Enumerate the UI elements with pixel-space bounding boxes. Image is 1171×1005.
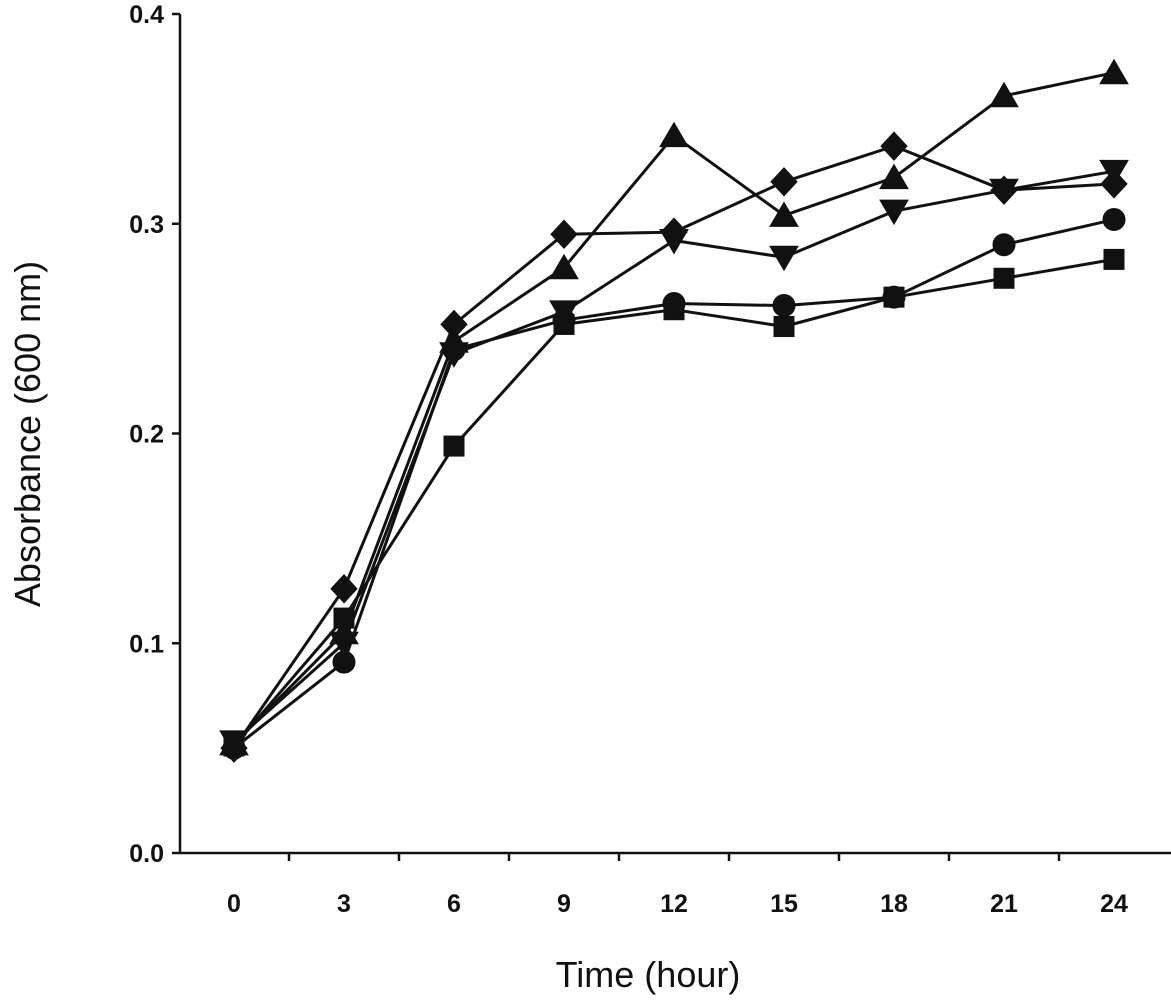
- data-point-triangle-down: [439, 342, 469, 368]
- x-tick-label: 9: [557, 890, 571, 918]
- x-tick-label: 6: [447, 890, 461, 918]
- data-point-diamond: [990, 175, 1018, 205]
- y-tick-label: 0.1: [129, 630, 164, 658]
- series-circle: [222, 208, 1126, 760]
- series-line-square: [232, 257, 1115, 747]
- data-point-square: [1103, 248, 1125, 270]
- data-point-triangle-down: [879, 199, 909, 226]
- x-tick-label: 12: [660, 890, 688, 918]
- data-point-diamond: [1100, 169, 1128, 199]
- y-tick-label: 0.3: [129, 211, 164, 239]
- data-point-circle: [992, 233, 1016, 257]
- series-diamond: [220, 131, 1128, 763]
- data-point-circle: [882, 285, 906, 309]
- data-point-square: [993, 267, 1015, 289]
- data-point-diamond: [660, 217, 688, 247]
- data-point-square: [443, 435, 465, 457]
- data-point-diamond: [440, 309, 468, 340]
- series-triangle-up: [219, 58, 1129, 756]
- data-point-triangle-down: [549, 300, 579, 326]
- data-point-triangle-up: [879, 163, 909, 190]
- y-tick-label: 0.0: [129, 840, 164, 868]
- series-square: [223, 248, 1125, 757]
- data-point-diamond: [220, 733, 248, 763]
- series-line-triangle-up: [232, 71, 1115, 745]
- data-point-circle: [662, 291, 686, 315]
- x-ticks: 0 3 6 9 12 15 18 21 24: [227, 853, 1128, 918]
- y-ticks: 0.0 0.1 0.2 0.3 0.4: [129, 1, 180, 868]
- data-point-diamond: [770, 167, 798, 197]
- data-point-circle: [1102, 208, 1126, 232]
- data-point-triangle-up: [549, 253, 579, 280]
- data-point-triangle-down: [329, 631, 359, 658]
- y-axis-title: Absorbance (600 nm): [7, 261, 48, 607]
- series-line-triangle-down: [232, 169, 1115, 743]
- x-tick-label: 0: [227, 890, 241, 918]
- data-point-triangle-up: [659, 121, 689, 148]
- series-group: [219, 58, 1129, 763]
- data-point-triangle-up: [769, 201, 799, 227]
- x-tick-label: 15: [770, 890, 798, 918]
- data-point-diamond: [330, 573, 358, 604]
- data-point-triangle-up: [989, 81, 1019, 108]
- x-tick-label: 18: [880, 890, 908, 918]
- data-point-diamond: [880, 131, 908, 161]
- y-tick-label: 0.4: [129, 1, 164, 29]
- data-point-triangle-down: [769, 245, 799, 272]
- x-tick-label: 3: [337, 890, 351, 918]
- data-point-diamond: [550, 219, 578, 249]
- data-point-square: [773, 316, 795, 338]
- x-tick-label: 21: [990, 890, 1018, 918]
- x-tick-label: 24: [1100, 890, 1128, 918]
- data-point-circle: [772, 294, 796, 318]
- x-axis-title: Time (hour): [556, 954, 741, 995]
- data-point-triangle-up: [1099, 58, 1129, 85]
- y-tick-label: 0.2: [129, 421, 164, 449]
